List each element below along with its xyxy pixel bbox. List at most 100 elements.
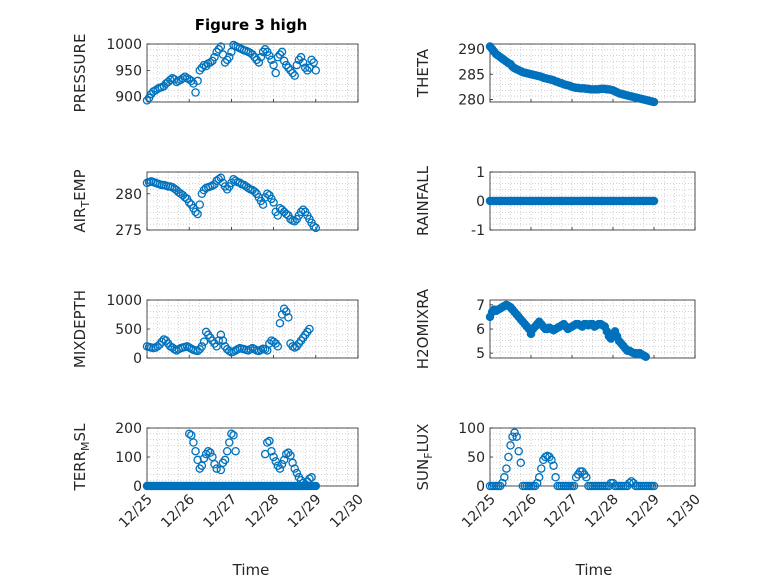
data-point: [227, 429, 236, 439]
y-tick-label: 1000: [106, 293, 142, 309]
data-point: [216, 42, 226, 51]
data-point: [307, 55, 316, 65]
data-point: [282, 449, 291, 459]
data-point: [284, 63, 293, 72]
y-tick-label: 7: [476, 298, 485, 314]
data-point: [309, 58, 318, 67]
data-point: [218, 336, 228, 345]
data-point: [260, 45, 270, 54]
data-point: [277, 205, 287, 214]
subplot-2: 280 285 290 THETA: [414, 42, 696, 108]
data-point: [267, 446, 276, 456]
data-point: [502, 464, 511, 473]
data-point: [184, 75, 194, 84]
data-point: [290, 464, 299, 473]
data-point: [288, 68, 297, 78]
data-point: [282, 60, 291, 70]
data-point: [252, 55, 261, 65]
y-tick-label: 0: [476, 479, 485, 495]
figure-title: Figure 3 high: [195, 16, 308, 34]
y-tick-label: 200: [115, 421, 142, 437]
data-point: [296, 52, 306, 62]
data-point: [498, 478, 507, 488]
data-point: [229, 174, 238, 184]
data-point: [199, 337, 209, 347]
data-point: [500, 473, 509, 482]
data-point: [170, 75, 179, 84]
data-point: [216, 173, 226, 183]
y-tick-label: 0: [133, 351, 142, 367]
data-point: [311, 223, 321, 233]
data-point: [277, 47, 287, 57]
data-point: [195, 66, 204, 75]
data-point: [206, 58, 215, 67]
y-tick-label: 5: [476, 346, 485, 362]
data-point: [178, 74, 188, 83]
data-point: [248, 50, 257, 59]
data-point: [649, 97, 659, 107]
data-point: [309, 222, 318, 231]
data-point: [254, 58, 264, 67]
data-point: [303, 66, 312, 75]
data-point: [275, 464, 285, 473]
data-point: [231, 446, 240, 456]
data-point: [506, 441, 515, 450]
y-tick-label: 1: [476, 165, 485, 181]
y-axis-label: MIXDEPTH: [71, 290, 89, 368]
y-tick-label: 900: [115, 90, 142, 106]
data-point: [282, 307, 291, 316]
y-tick-label: 50: [467, 450, 485, 466]
data-point: [250, 52, 259, 62]
subplot-4: -1 0 1 RAINFALL: [414, 165, 696, 239]
data-point: [532, 478, 542, 488]
data-point: [142, 96, 152, 105]
data-point: [510, 428, 519, 437]
data-point: [203, 446, 213, 456]
data-point: [214, 336, 223, 345]
axes-frame: [146, 43, 359, 103]
data-point: [298, 58, 308, 67]
y-tick-label: -1: [471, 223, 485, 239]
x-axis-label-left: Time: [232, 561, 270, 579]
data-point: [180, 72, 190, 81]
data-point: [641, 352, 651, 362]
data-point: [199, 454, 209, 463]
data-point: [159, 81, 169, 91]
data-point: [210, 459, 219, 469]
data-point: [231, 176, 240, 185]
data-point: [273, 342, 283, 351]
data-point: [549, 461, 558, 470]
data-point: [649, 481, 659, 491]
data-point: [168, 182, 177, 192]
data-point: [269, 198, 278, 207]
data-point: [184, 429, 194, 439]
y-axis-label: SUNFLUX: [414, 424, 435, 491]
data-point: [214, 45, 223, 54]
data-point: [225, 52, 234, 62]
data-point: [180, 193, 190, 202]
data-point: [305, 474, 314, 483]
data-point: [547, 455, 556, 465]
data-point: [187, 76, 196, 86]
data-point: [193, 209, 202, 219]
x-axis-label-right: Time: [575, 561, 613, 579]
data-point: [256, 52, 266, 62]
y-tick-label: 290: [458, 42, 485, 58]
data-point: [649, 196, 659, 206]
data-point: [294, 55, 304, 65]
data-point: [235, 178, 245, 188]
data-point: [258, 47, 268, 57]
y-axis-label: THETA: [414, 48, 432, 98]
data-point: [189, 438, 198, 447]
data-point: [263, 189, 272, 198]
data-point: [504, 452, 513, 462]
data-point: [275, 318, 285, 328]
data-point: [534, 473, 544, 482]
data-point: [569, 481, 579, 491]
data-point: [305, 324, 314, 334]
y-tick-label: 275: [115, 223, 142, 239]
data-point: [271, 68, 280, 78]
y-axis-label: AIRTEMP: [71, 169, 92, 232]
data-point: [307, 473, 316, 482]
